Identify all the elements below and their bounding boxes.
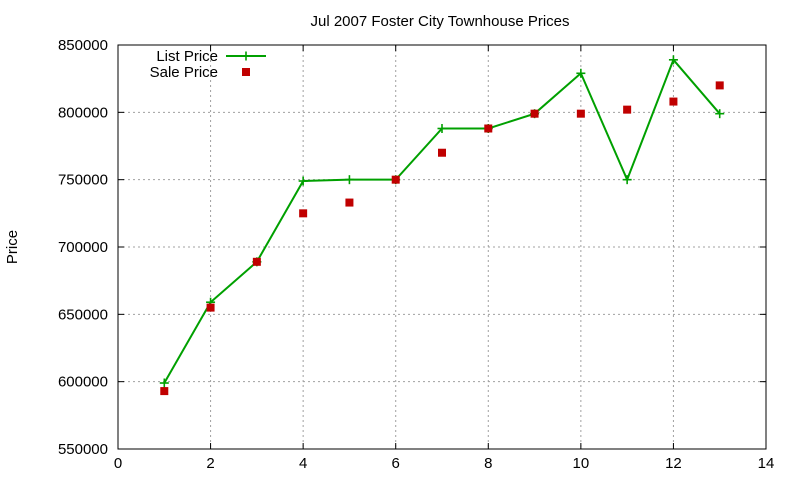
data-point — [715, 109, 725, 119]
data-point — [437, 123, 447, 133]
x-tick-label: 2 — [206, 455, 214, 472]
x-tick-label: 8 — [484, 455, 492, 472]
series-list-price — [159, 55, 725, 388]
y-tick-label: 850000 — [58, 37, 108, 54]
data-point — [298, 176, 308, 186]
legend-marker — [242, 68, 250, 76]
x-tick-label: 6 — [392, 455, 400, 472]
chart-title: Jul 2007 Foster City Townhouse Prices — [310, 13, 569, 30]
y-tick-label: 600000 — [58, 374, 108, 391]
data-point — [622, 175, 632, 185]
y-axis-label: Price — [4, 230, 21, 264]
grid-lines — [118, 45, 766, 449]
x-tick-label: 0 — [114, 455, 122, 472]
series-line — [163, 57, 721, 384]
x-tick-label: 10 — [573, 455, 590, 472]
data-point — [299, 209, 308, 218]
data-point — [576, 109, 585, 118]
legend-marker — [241, 51, 251, 61]
axis-ticks: 0 2 4 6 8 10 12 14 550000 600000 650000 700000 75000… — [58, 37, 774, 472]
x-tick-label: 14 — [758, 455, 775, 472]
y-tick-label: 700000 — [58, 239, 108, 256]
data-series — [159, 55, 725, 396]
x-tick-label: 4 — [299, 455, 307, 472]
y-tick-label: 800000 — [58, 104, 108, 121]
legend-label: List Price — [156, 48, 218, 65]
data-point — [345, 198, 354, 207]
data-point — [669, 97, 678, 106]
y-tick-label: 550000 — [58, 441, 108, 458]
y-tick-label: 750000 — [58, 172, 108, 189]
data-point — [160, 387, 169, 396]
legend-label: Sale Price — [150, 64, 218, 81]
data-point — [252, 257, 261, 266]
data-point — [206, 303, 215, 312]
data-point — [623, 105, 632, 114]
data-point — [344, 175, 354, 185]
data-point — [159, 378, 169, 388]
data-point — [668, 55, 678, 65]
data-point — [484, 124, 493, 133]
data-point — [715, 81, 724, 90]
x-tick-label: 12 — [665, 455, 682, 472]
data-point — [391, 175, 400, 184]
series-sale-price — [160, 81, 724, 396]
data-point — [530, 109, 539, 118]
y-tick-label: 650000 — [58, 306, 108, 323]
data-point — [438, 148, 446, 157]
data-point — [576, 68, 586, 78]
